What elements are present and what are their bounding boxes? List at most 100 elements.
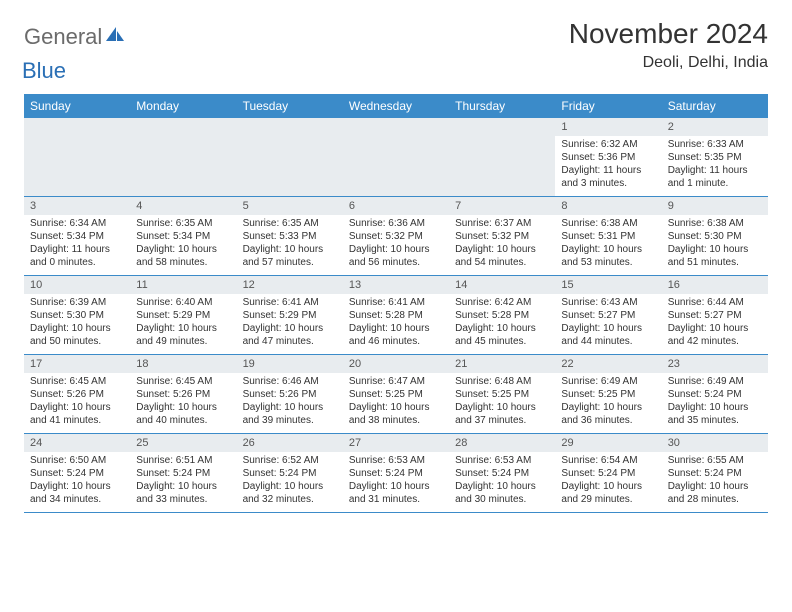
day-cell: 11Sunrise: 6:40 AMSunset: 5:29 PMDayligh… [130,276,236,354]
day-cell: 30Sunrise: 6:55 AMSunset: 5:24 PMDayligh… [662,434,768,512]
day-daylight1: Daylight: 10 hours [668,322,762,335]
day-daylight1: Daylight: 10 hours [243,243,337,256]
day-cell: 19Sunrise: 6:46 AMSunset: 5:26 PMDayligh… [237,355,343,433]
day-sunset: Sunset: 5:24 PM [455,467,549,480]
day-sunrise: Sunrise: 6:35 AM [243,217,337,230]
day-cell: 14Sunrise: 6:42 AMSunset: 5:28 PMDayligh… [449,276,555,354]
day-sunset: Sunset: 5:30 PM [30,309,124,322]
day-cell-empty [449,118,555,196]
day-content: Sunrise: 6:41 AMSunset: 5:29 PMDaylight:… [237,294,343,352]
day-sunrise: Sunrise: 6:46 AM [243,375,337,388]
day-sunset: Sunset: 5:29 PM [243,309,337,322]
day-content: Sunrise: 6:41 AMSunset: 5:28 PMDaylight:… [343,294,449,352]
day-cell: 15Sunrise: 6:43 AMSunset: 5:27 PMDayligh… [555,276,661,354]
day-daylight1: Daylight: 11 hours [668,164,762,177]
day-sunset: Sunset: 5:27 PM [668,309,762,322]
day-cell: 6Sunrise: 6:36 AMSunset: 5:32 PMDaylight… [343,197,449,275]
day-daylight1: Daylight: 10 hours [668,480,762,493]
day-cell-empty [24,118,130,196]
day-sunrise: Sunrise: 6:50 AM [30,454,124,467]
day-content: Sunrise: 6:50 AMSunset: 5:24 PMDaylight:… [24,452,130,510]
day-content: Sunrise: 6:39 AMSunset: 5:30 PMDaylight:… [24,294,130,352]
day-sunset: Sunset: 5:28 PM [349,309,443,322]
day-daylight2: and 45 minutes. [455,335,549,348]
weekday-header: Sunday [24,94,130,118]
weekday-header: Monday [130,94,236,118]
day-sunset: Sunset: 5:25 PM [349,388,443,401]
day-content: Sunrise: 6:49 AMSunset: 5:25 PMDaylight:… [555,373,661,431]
day-cell-empty [343,118,449,196]
week-row: 1Sunrise: 6:32 AMSunset: 5:36 PMDaylight… [24,118,768,197]
day-content: Sunrise: 6:33 AMSunset: 5:35 PMDaylight:… [662,136,768,194]
day-daylight2: and 28 minutes. [668,493,762,506]
week-row: 17Sunrise: 6:45 AMSunset: 5:26 PMDayligh… [24,355,768,434]
day-sunrise: Sunrise: 6:42 AM [455,296,549,309]
day-sunrise: Sunrise: 6:32 AM [561,138,655,151]
day-sunrise: Sunrise: 6:52 AM [243,454,337,467]
day-daylight2: and 46 minutes. [349,335,443,348]
day-number: 30 [662,434,768,452]
day-sunrise: Sunrise: 6:38 AM [561,217,655,230]
day-number: 18 [130,355,236,373]
day-sunrise: Sunrise: 6:39 AM [30,296,124,309]
day-content: Sunrise: 6:51 AMSunset: 5:24 PMDaylight:… [130,452,236,510]
weekday-header: Friday [555,94,661,118]
day-sunrise: Sunrise: 6:47 AM [349,375,443,388]
location-label: Deoli, Delhi, India [569,54,768,72]
day-daylight2: and 30 minutes. [455,493,549,506]
day-sunrise: Sunrise: 6:45 AM [136,375,230,388]
week-row: 3Sunrise: 6:34 AMSunset: 5:34 PMDaylight… [24,197,768,276]
weekday-header: Thursday [449,94,555,118]
day-daylight2: and 33 minutes. [136,493,230,506]
day-content: Sunrise: 6:55 AMSunset: 5:24 PMDaylight:… [662,452,768,510]
day-cell-empty [130,118,236,196]
day-number: 16 [662,276,768,294]
day-number: 13 [343,276,449,294]
day-daylight2: and 44 minutes. [561,335,655,348]
day-sunset: Sunset: 5:35 PM [668,151,762,164]
day-daylight2: and 42 minutes. [668,335,762,348]
week-row: 24Sunrise: 6:50 AMSunset: 5:24 PMDayligh… [24,434,768,513]
day-content: Sunrise: 6:53 AMSunset: 5:24 PMDaylight:… [343,452,449,510]
day-sunrise: Sunrise: 6:36 AM [349,217,443,230]
day-number: 5 [237,197,343,215]
day-daylight1: Daylight: 10 hours [561,322,655,335]
day-daylight1: Daylight: 10 hours [349,480,443,493]
day-cell: 21Sunrise: 6:48 AMSunset: 5:25 PMDayligh… [449,355,555,433]
day-sunset: Sunset: 5:28 PM [455,309,549,322]
day-daylight2: and 41 minutes. [30,414,124,427]
day-daylight2: and 58 minutes. [136,256,230,269]
day-number: 9 [662,197,768,215]
day-sunset: Sunset: 5:31 PM [561,230,655,243]
day-cell: 9Sunrise: 6:38 AMSunset: 5:30 PMDaylight… [662,197,768,275]
day-daylight1: Daylight: 10 hours [455,480,549,493]
day-number: 10 [24,276,130,294]
day-number: 22 [555,355,661,373]
day-sunrise: Sunrise: 6:40 AM [136,296,230,309]
day-number: 14 [449,276,555,294]
day-sunrise: Sunrise: 6:54 AM [561,454,655,467]
day-number: 2 [662,118,768,136]
day-number: 28 [449,434,555,452]
day-content: Sunrise: 6:40 AMSunset: 5:29 PMDaylight:… [130,294,236,352]
day-daylight1: Daylight: 10 hours [561,401,655,414]
day-daylight2: and 38 minutes. [349,414,443,427]
day-sunrise: Sunrise: 6:48 AM [455,375,549,388]
title-block: November 2024 Deoli, Delhi, India [569,18,768,72]
day-daylight2: and 1 minute. [668,177,762,190]
day-content: Sunrise: 6:48 AMSunset: 5:25 PMDaylight:… [449,373,555,431]
day-cell: 26Sunrise: 6:52 AMSunset: 5:24 PMDayligh… [237,434,343,512]
day-sunrise: Sunrise: 6:38 AM [668,217,762,230]
weeks-container: 1Sunrise: 6:32 AMSunset: 5:36 PMDaylight… [24,118,768,513]
day-cell: 23Sunrise: 6:49 AMSunset: 5:24 PMDayligh… [662,355,768,433]
day-content: Sunrise: 6:38 AMSunset: 5:30 PMDaylight:… [662,215,768,273]
day-daylight1: Daylight: 10 hours [136,243,230,256]
day-daylight1: Daylight: 10 hours [349,243,443,256]
day-content: Sunrise: 6:45 AMSunset: 5:26 PMDaylight:… [130,373,236,431]
day-cell: 4Sunrise: 6:35 AMSunset: 5:34 PMDaylight… [130,197,236,275]
day-daylight1: Daylight: 10 hours [243,322,337,335]
day-cell: 12Sunrise: 6:41 AMSunset: 5:29 PMDayligh… [237,276,343,354]
logo-sail-icon [106,25,124,46]
day-content: Sunrise: 6:43 AMSunset: 5:27 PMDaylight:… [555,294,661,352]
day-cell: 20Sunrise: 6:47 AMSunset: 5:25 PMDayligh… [343,355,449,433]
